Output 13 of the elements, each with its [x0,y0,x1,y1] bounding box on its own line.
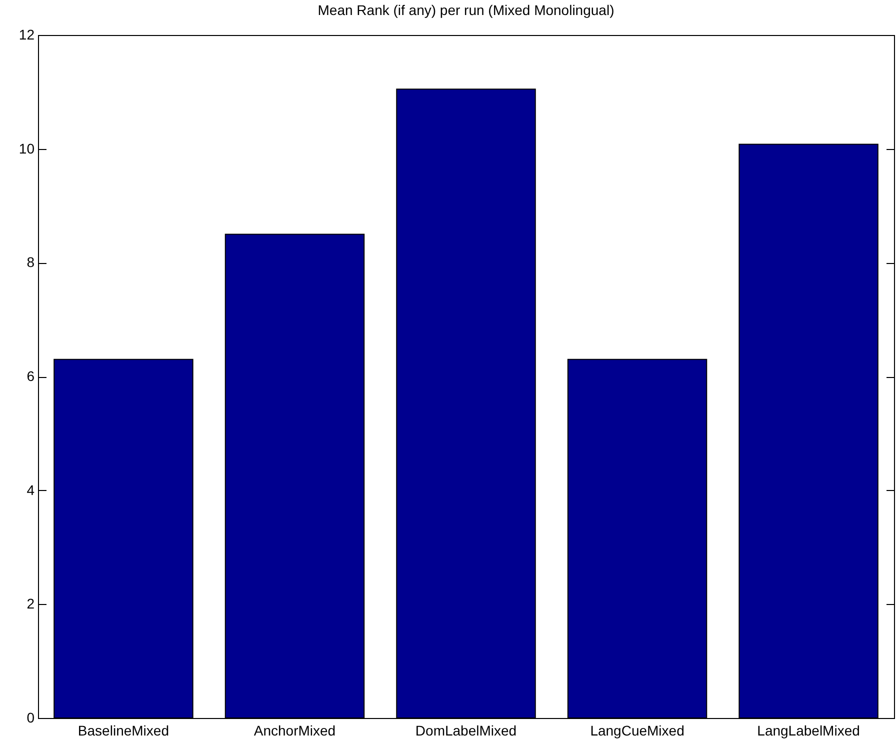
x-tick-label: LangCueMixed [590,722,684,738]
y-tick-label: 10 [18,140,35,156]
y-tick-label: 12 [18,26,35,42]
y-tick-label: 4 [26,482,35,498]
y-tick-label: 6 [26,368,35,384]
x-tick-label: AnchorMixed [254,722,336,738]
x-tick-label: BaselineMixed [78,722,169,738]
y-tick-label: 0 [26,710,35,726]
y-tick-label: 8 [26,254,35,270]
y-tick-label: 2 [26,596,35,612]
x-tick-label: LangLabelMixed [757,722,860,738]
x-tick-label: DomLabelMixed [415,722,517,738]
chart-title: Mean Rank (if any) per run (Mixed Monolingual) [318,2,614,18]
